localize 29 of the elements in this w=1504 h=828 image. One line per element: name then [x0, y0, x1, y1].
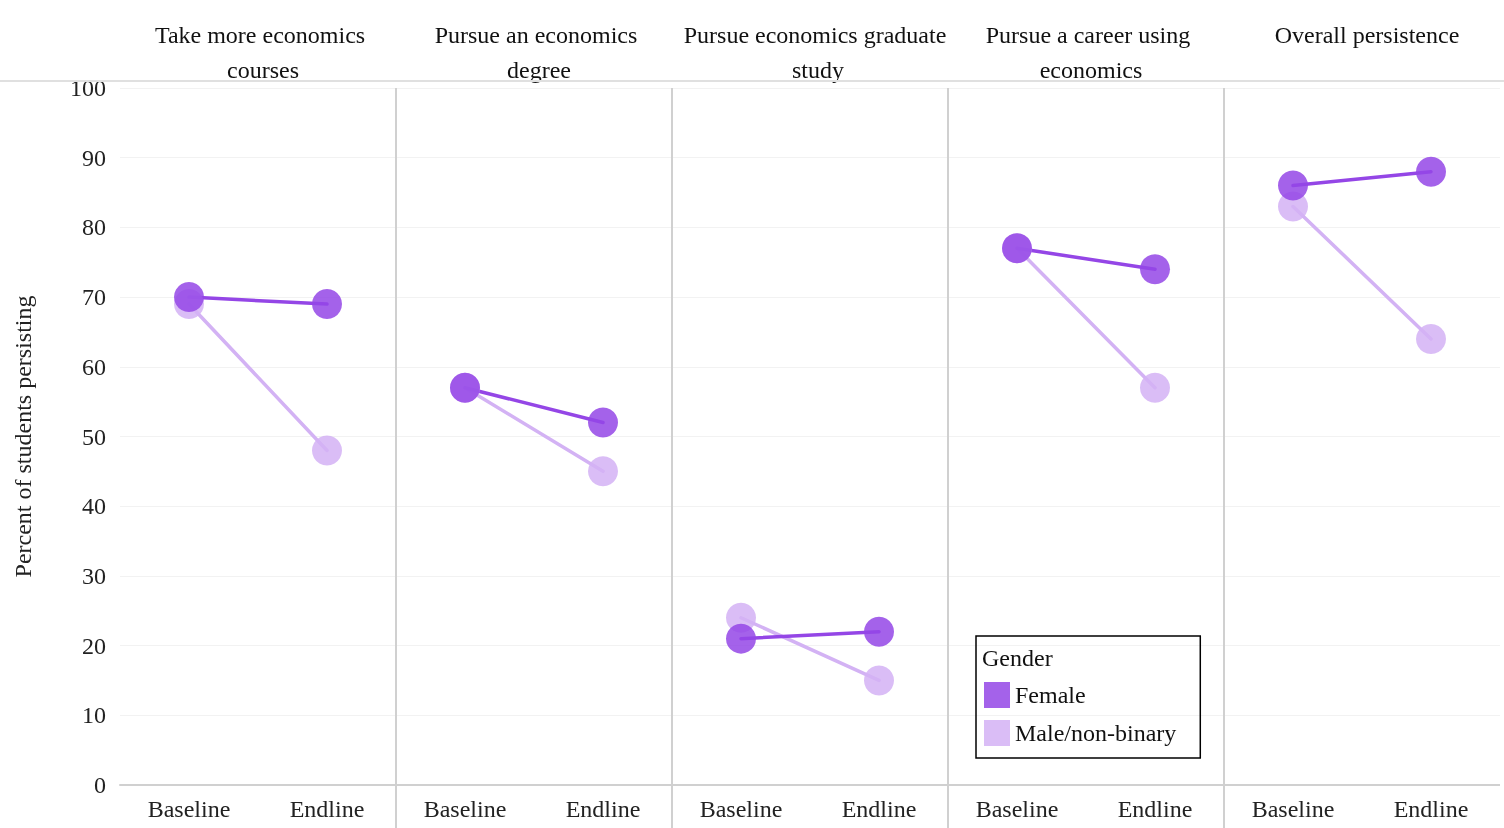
y-axis-title: Percent of students persisting	[10, 295, 36, 578]
y-tick-label: 80	[82, 214, 106, 241]
chart-title: Pursue an economics degree	[434, 21, 644, 83]
x-tick-label: Baseline	[1251, 796, 1335, 822]
chart-title: Pursue economics graduate study	[683, 21, 947, 83]
y-tick-label: 90	[82, 144, 106, 171]
chart-title: Pursue a career using economics	[985, 21, 1197, 83]
y-tick-label: 50	[82, 423, 106, 450]
y-tick-label: 0	[94, 772, 106, 798]
x-tick-label: Baseline	[699, 796, 783, 822]
x-tick-label: Baseline	[423, 796, 507, 822]
legend-label: Male/non-binary	[1015, 720, 1177, 746]
y-tick-label: 70	[82, 284, 106, 311]
y-tick-label: 60	[82, 353, 106, 380]
chart-title: Take more economics courses	[154, 21, 372, 83]
x-tick-label: Endline	[289, 796, 365, 822]
legend-title: Gender	[982, 645, 1053, 671]
legend-label: Female	[1015, 682, 1086, 708]
x-tick-label: Endline	[565, 796, 641, 822]
x-tick-label: Endline	[1393, 796, 1469, 822]
x-tick-label: Endline	[841, 796, 917, 822]
chart-title: Overall persistence	[1274, 21, 1460, 48]
y-tick-label: 20	[82, 632, 106, 659]
x-tick-label: Baseline	[147, 796, 231, 822]
y-tick-label: 40	[82, 493, 106, 520]
x-tick-label: Endline	[1117, 796, 1193, 822]
y-tick-label: 10	[82, 702, 106, 729]
y-tick-label: 30	[82, 562, 106, 589]
x-tick-label: Baseline	[975, 796, 1059, 822]
